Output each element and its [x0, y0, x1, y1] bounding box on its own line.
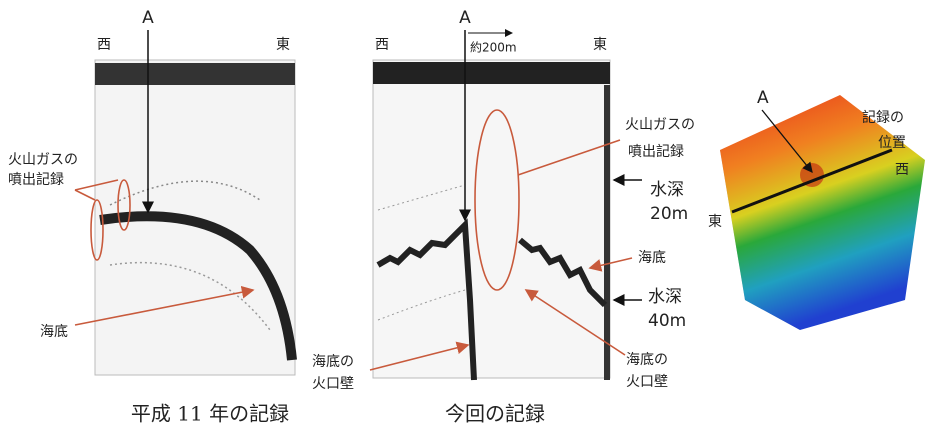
east-label: 東 [276, 37, 290, 53]
figure: A 西 東 火山ガスの 噴出記録 海底 平成 11 年の記録 A 西 東 約20… [0, 0, 941, 430]
east-label: 東 [708, 214, 722, 230]
arrow-label: A [757, 88, 769, 108]
crater-wall-label: 火口壁 [312, 376, 354, 392]
depth-label: 水深 [650, 180, 684, 200]
gas-label: 火山ガスの [625, 117, 695, 133]
caption: 平成 11 年の記録 [131, 402, 289, 426]
crater-wall-label: 海底の [626, 352, 668, 368]
seafloor-label: 海底 [638, 250, 666, 266]
crater-wall-label: 海底の [312, 354, 354, 370]
surface-band [95, 63, 295, 85]
arrow-label: A [142, 8, 154, 28]
gas-label: 火山ガスの [8, 152, 78, 168]
west-label: 西 [895, 162, 909, 178]
scale-label: 約200m [470, 40, 517, 55]
caption: 今回の記録 [445, 402, 545, 426]
right-panel: A 記録の 位置 西 東 [708, 88, 925, 330]
arrow-label: A [459, 8, 471, 28]
left-panel: A 西 東 火山ガスの 噴出記録 海底 平成 11 年の記録 [8, 8, 295, 426]
depth-label: 水深 [648, 287, 682, 307]
gas-label: 噴出記録 [8, 171, 64, 188]
west-label: 西 [97, 37, 111, 53]
depth-label: 20m [650, 204, 688, 224]
depth-label: 40m [648, 311, 686, 331]
gas-label: 噴出記録 [628, 143, 684, 160]
position-label: 記録の [862, 109, 904, 126]
depth-scale [604, 85, 610, 380]
echogram [373, 60, 610, 378]
east-label: 東 [593, 37, 607, 53]
crater-wall-label: 火口壁 [626, 374, 668, 390]
surface-band [373, 62, 610, 84]
pointer [75, 190, 95, 200]
seafloor-label: 海底 [40, 324, 68, 340]
position-label: 位置 [878, 135, 906, 151]
middle-panel: A 西 東 約200m 火山ガスの 噴出記録 水深 20m 海底 水深 40m … [312, 8, 695, 426]
bathymetry-map [720, 95, 925, 330]
west-label: 西 [375, 37, 389, 53]
